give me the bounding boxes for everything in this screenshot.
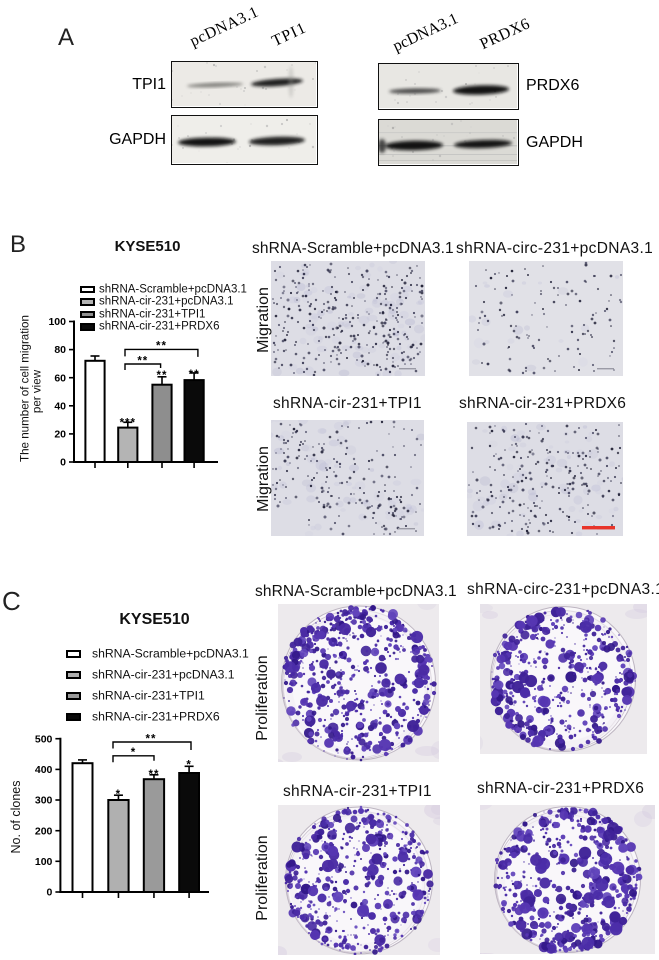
- svg-text:**: **: [157, 370, 168, 382]
- svg-text:200: 200: [35, 825, 53, 837]
- svg-text:**: **: [156, 341, 167, 353]
- svg-text:*: *: [116, 789, 121, 801]
- svg-text:40: 40: [54, 400, 66, 412]
- svg-text:300: 300: [35, 795, 53, 807]
- svg-text:0: 0: [60, 457, 66, 469]
- svg-text:500: 500: [35, 733, 53, 745]
- svg-text:**: **: [146, 733, 157, 745]
- svg-text:400: 400: [35, 764, 53, 776]
- svg-text:100: 100: [35, 856, 53, 868]
- svg-text:**: **: [189, 369, 200, 381]
- svg-text:20: 20: [54, 429, 66, 441]
- svg-text:60: 60: [54, 372, 66, 384]
- svg-text:*: *: [186, 760, 191, 772]
- svg-text:**: **: [137, 355, 148, 367]
- svg-text:*: *: [131, 747, 136, 759]
- svg-text:80: 80: [54, 344, 66, 356]
- svg-text:***: ***: [120, 417, 136, 429]
- svg-text:0: 0: [47, 887, 53, 899]
- svg-text:100: 100: [48, 316, 66, 328]
- svg-text:**: **: [149, 769, 160, 781]
